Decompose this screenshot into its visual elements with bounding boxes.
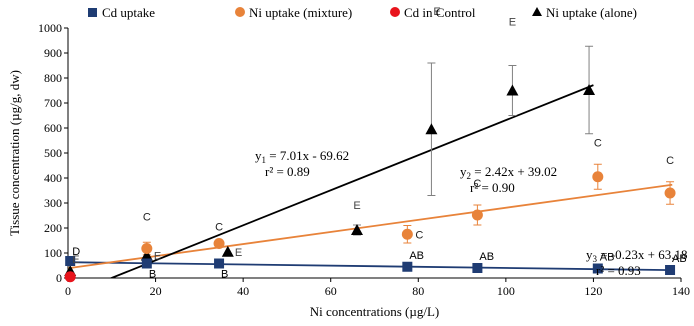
y-tick-label: 600	[44, 121, 62, 135]
legend-marker-triangle	[532, 7, 542, 16]
x-tick-label: 100	[497, 284, 515, 298]
significance-letter: E	[154, 251, 161, 263]
significance-letter: C	[473, 178, 481, 190]
data-point-1-0	[141, 243, 153, 254]
data-point-1-2	[401, 228, 413, 240]
trendline-0	[68, 261, 673, 272]
x-tick-label: 120	[584, 284, 602, 298]
x-tick-label: 140	[672, 284, 690, 298]
significance-letter: AB	[409, 250, 424, 262]
legend-label: Ni uptake (alone)	[546, 5, 637, 20]
y-tick-label: 200	[44, 221, 62, 235]
significance-letter: AB	[479, 251, 494, 263]
significance-letter: E	[235, 247, 242, 259]
equation-y: y	[255, 148, 262, 163]
equation-line-2: r² = 0.90	[470, 180, 515, 195]
y-tick-label: 900	[44, 46, 62, 60]
significance-letter: AB	[600, 252, 615, 264]
x-tick-label: 40	[237, 284, 249, 298]
significance-letter: E	[353, 200, 360, 212]
equation-subscript: 1	[262, 155, 267, 165]
equation-rest: = -0.23x + 63.18	[597, 247, 688, 262]
legend-label: Cd uptake	[102, 5, 155, 20]
y-axis-title: Tissue concentration (µg/g, dw)	[7, 70, 22, 236]
x-tick-label: 20	[150, 284, 162, 298]
data-point-3-2	[221, 245, 234, 257]
legend-label: Ni uptake (mixture)	[249, 5, 352, 20]
data-point-3-5	[506, 84, 519, 96]
equation-subscript: 2	[467, 171, 472, 181]
data-point-0-4	[472, 263, 483, 273]
significance-letter: B	[149, 269, 156, 281]
significance-letter: E	[72, 254, 79, 266]
equation-rest: = 7.01x - 69.62	[266, 148, 349, 163]
significance-letter: AB	[672, 253, 687, 265]
equation-y: y	[586, 247, 593, 262]
significance-letter: B	[221, 269, 228, 281]
data-point-0-1	[141, 258, 152, 269]
data-point-0-5	[592, 263, 603, 274]
data-point-0-6	[665, 265, 676, 275]
data-point-0-3	[402, 261, 413, 272]
y-tick-label: 0	[56, 271, 62, 285]
legend-label: Cd in Control	[404, 5, 476, 20]
data-point-2-0	[64, 271, 76, 283]
x-tick-label: 60	[325, 284, 337, 298]
significance-letter: E	[509, 17, 516, 29]
significance-letter: C	[415, 229, 423, 241]
significance-letter: C	[215, 222, 223, 234]
significance-letter: E	[433, 6, 440, 18]
x-tick-label: 80	[412, 284, 424, 298]
y-tick-label: 100	[44, 246, 62, 260]
legend-marker-circle	[235, 7, 245, 17]
significance-letter: C	[666, 155, 674, 167]
data-point-1-5	[664, 187, 676, 199]
equation-y: y	[460, 164, 467, 179]
y-tick-label: 800	[44, 71, 62, 85]
data-point-1-3	[471, 209, 483, 221]
equation-line-2: r² = 0.89	[265, 164, 310, 179]
equation-line-1: y1 = 7.01x - 69.62	[255, 148, 349, 165]
legend-marker-circle	[390, 7, 400, 17]
data-point-3-6	[583, 84, 596, 95]
equation-line-2: r² = 0.93	[596, 263, 641, 278]
data-point-0-0	[65, 256, 76, 266]
significance-letter: C	[143, 211, 151, 223]
trendline-3	[109, 84, 594, 278]
y-tick-label: 300	[44, 196, 62, 210]
y-tick-label: 700	[44, 96, 62, 110]
data-point-3-3	[350, 224, 363, 235]
data-point-3-4	[425, 123, 438, 135]
data-point-3-1	[140, 249, 153, 261]
equation-line-1: y3 = -0.23x + 63.18	[586, 247, 688, 264]
data-point-1-1	[213, 238, 225, 249]
significance-letter: C	[594, 137, 602, 149]
y-tick-label: 1000	[38, 21, 62, 35]
legend-marker-square	[88, 8, 97, 17]
equation-rest: = 2.42x + 39.02	[471, 164, 557, 179]
equation-subscript: 3	[593, 254, 598, 264]
y-tick-label: 500	[44, 146, 62, 160]
data-point-0-2	[214, 258, 225, 269]
data-point-1-4	[592, 171, 604, 183]
significance-letter: D	[72, 246, 80, 258]
x-tick-label: 0	[65, 284, 71, 298]
equation-line-1: y2 = 2.42x + 39.02	[460, 164, 557, 181]
y-tick-label: 400	[44, 171, 62, 185]
x-axis-title: Ni concentrations (µg/L)	[310, 304, 440, 319]
